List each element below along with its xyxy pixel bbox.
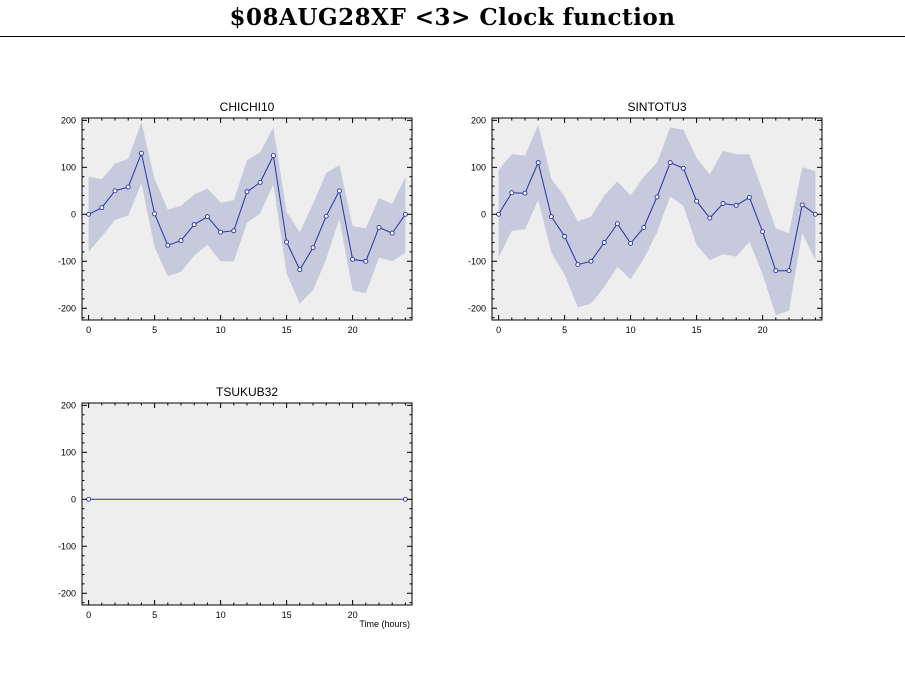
chart-panel-3: -200 -100 0 100 200 0 5 10 15 20 TSUKUB32 Time (hou… bbox=[58, 385, 413, 629]
data-point bbox=[799, 202, 805, 208]
plot-area bbox=[82, 403, 412, 605]
y-tick-label: -200 bbox=[468, 303, 486, 313]
data-point bbox=[773, 268, 779, 274]
x-tick-label: 5 bbox=[562, 325, 567, 335]
y-tick-label: -100 bbox=[468, 256, 486, 266]
data-point bbox=[601, 240, 607, 245]
data-point bbox=[284, 239, 290, 245]
title-rule bbox=[0, 36, 905, 37]
data-point bbox=[786, 268, 792, 274]
data-point bbox=[86, 211, 92, 217]
x-tick-label: 10 bbox=[216, 610, 226, 620]
data-point bbox=[191, 222, 197, 228]
uncertainty-band bbox=[498, 125, 816, 316]
data-point bbox=[496, 211, 502, 217]
data-point bbox=[680, 165, 686, 171]
x-tick-label: 5 bbox=[152, 325, 157, 335]
data-point bbox=[138, 150, 144, 156]
data-point bbox=[694, 198, 700, 204]
data-point bbox=[350, 256, 356, 262]
data-point bbox=[812, 211, 818, 217]
data-point bbox=[641, 225, 647, 230]
data-point bbox=[402, 211, 408, 217]
x-tick-label: 0 bbox=[86, 325, 91, 335]
data-point bbox=[244, 189, 250, 195]
x-tick-label: 5 bbox=[152, 610, 157, 620]
data-point bbox=[628, 240, 634, 246]
data-point bbox=[165, 242, 171, 248]
x-tick-label: 15 bbox=[692, 325, 702, 335]
data-point bbox=[336, 188, 342, 194]
chart-panel-1: -200 -100 0 100 200 0 5 10 15 20 CHICHI10 bbox=[58, 100, 413, 335]
data-point bbox=[363, 258, 369, 264]
data-point bbox=[297, 267, 303, 273]
y-tick-label: 100 bbox=[61, 447, 76, 457]
data-point bbox=[733, 202, 739, 208]
data-point bbox=[654, 194, 660, 200]
data-point bbox=[204, 214, 210, 220]
uncertainty-band bbox=[88, 122, 406, 304]
y-tick-label: -100 bbox=[58, 541, 76, 551]
x-tick-label: 20 bbox=[758, 325, 768, 335]
data-point bbox=[720, 201, 726, 206]
data-point bbox=[760, 229, 766, 235]
data-point bbox=[125, 184, 131, 190]
data-point bbox=[178, 238, 184, 244]
y-tick-label: 0 bbox=[481, 209, 486, 219]
y-tick-label: 0 bbox=[71, 494, 76, 504]
page-title: $08AUG28XF <3> Clock function bbox=[229, 4, 676, 31]
chart-panel-2: -200 -100 0 100 200 0 5 10 15 20 SINTOTU3 bbox=[468, 100, 823, 335]
data-point bbox=[376, 225, 382, 230]
x-tick-label: 15 bbox=[282, 325, 292, 335]
x-axis-label: Time (hours) bbox=[359, 619, 410, 629]
data-point bbox=[522, 190, 528, 196]
data-point bbox=[509, 190, 515, 196]
chart-title: SINTOTU3 bbox=[627, 100, 686, 114]
x-tick-label: 0 bbox=[496, 325, 501, 335]
data-point bbox=[231, 228, 237, 234]
data-point bbox=[667, 160, 673, 166]
data-point bbox=[562, 233, 568, 239]
y-tick-label: 200 bbox=[61, 400, 76, 410]
x-tick-label: 10 bbox=[626, 325, 636, 335]
x-tick-label: 10 bbox=[216, 325, 226, 335]
y-tick-label: -200 bbox=[58, 303, 76, 313]
data-point bbox=[323, 213, 329, 219]
data-point bbox=[270, 153, 276, 159]
data-point bbox=[707, 215, 713, 221]
y-tick-label: 100 bbox=[471, 162, 486, 172]
data-point bbox=[112, 188, 118, 194]
data-point bbox=[389, 230, 395, 236]
y-tick-label: 100 bbox=[61, 162, 76, 172]
data-point bbox=[86, 496, 92, 502]
data-point bbox=[402, 496, 408, 502]
data-point bbox=[257, 179, 263, 185]
data-point bbox=[746, 194, 752, 200]
data-point bbox=[218, 229, 224, 235]
data-point bbox=[588, 258, 594, 264]
x-tick-label: 20 bbox=[348, 610, 358, 620]
data-point bbox=[535, 160, 541, 166]
data-point bbox=[548, 214, 554, 220]
chart-title: CHICHI10 bbox=[220, 100, 275, 114]
y-tick-label: 200 bbox=[61, 115, 76, 125]
data-point bbox=[310, 245, 316, 251]
data-point bbox=[152, 211, 158, 217]
y-tick-label: 200 bbox=[471, 115, 486, 125]
x-tick-label: 20 bbox=[348, 325, 358, 335]
data-point bbox=[99, 205, 105, 211]
y-tick-label: -200 bbox=[58, 588, 76, 598]
x-tick-label: 0 bbox=[86, 610, 91, 620]
x-tick-label: 15 bbox=[282, 610, 292, 620]
data-point bbox=[575, 262, 581, 268]
y-tick-label: 0 bbox=[71, 209, 76, 219]
chart-title: TSUKUB32 bbox=[216, 385, 278, 399]
y-tick-label: -100 bbox=[58, 256, 76, 266]
data-point bbox=[614, 221, 620, 227]
